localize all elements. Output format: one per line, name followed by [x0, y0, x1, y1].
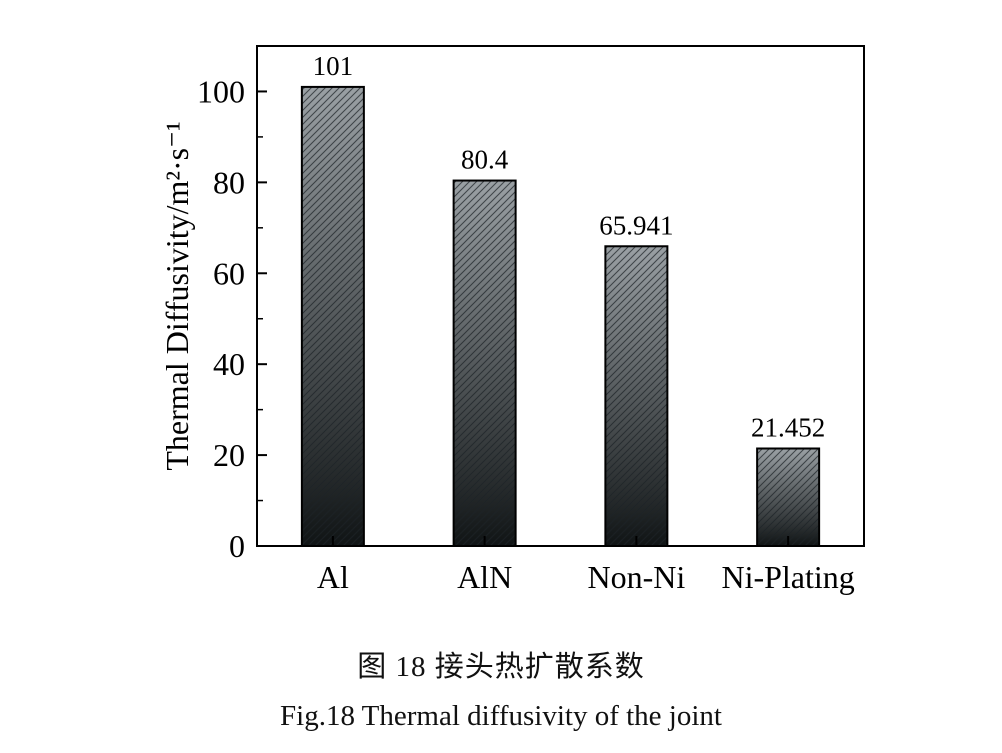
x-axis: Al AlN Non-Ni Ni-Plating — [317, 536, 855, 595]
bar-hatch — [756, 447, 821, 547]
bar-hatch — [604, 245, 669, 547]
y-tick-label: 100 — [197, 73, 245, 109]
bar-value-label: 65.941 — [599, 210, 673, 240]
plot-frame — [256, 45, 865, 547]
x-tick-label: Al — [317, 559, 349, 595]
x-tick-label: Ni-Plating — [721, 559, 854, 595]
y-tick-label: 80 — [213, 164, 245, 200]
y-axis: 0 20 40 60 80 100 — [197, 73, 267, 564]
x-tick-label: Non-Ni — [587, 559, 685, 595]
bar-value-label: 101 — [313, 51, 354, 81]
bar-hatch — [300, 85, 365, 547]
x-tick-label: AlN — [457, 559, 512, 595]
bar-chart: 0 20 40 60 80 100 101 80.4 65.941 21.452 Al AlN No… — [159, 45, 865, 595]
y-axis-title: Thermal Diffusivity/m²·s⁻¹ — [159, 121, 195, 470]
chart-canvas: 0 20 40 60 80 100 101 80.4 65.941 21.452 Al AlN No… — [159, 45, 865, 595]
figure-caption-chinese: 图 18 接头热扩散系数 — [357, 651, 645, 683]
bar-value-label: 80.4 — [461, 145, 509, 175]
bar-hatch — [452, 179, 517, 548]
y-tick-label: 40 — [213, 346, 245, 382]
figure-caption-english: Fig.18 Thermal diffusivity of the joint — [280, 700, 722, 732]
y-tick-label: 0 — [229, 528, 245, 564]
y-tick-label: 20 — [213, 437, 245, 473]
y-tick-label: 60 — [213, 255, 245, 291]
bar-value-label: 21.452 — [751, 412, 825, 442]
bar-series: 101 80.4 65.941 21.452 — [300, 51, 825, 548]
